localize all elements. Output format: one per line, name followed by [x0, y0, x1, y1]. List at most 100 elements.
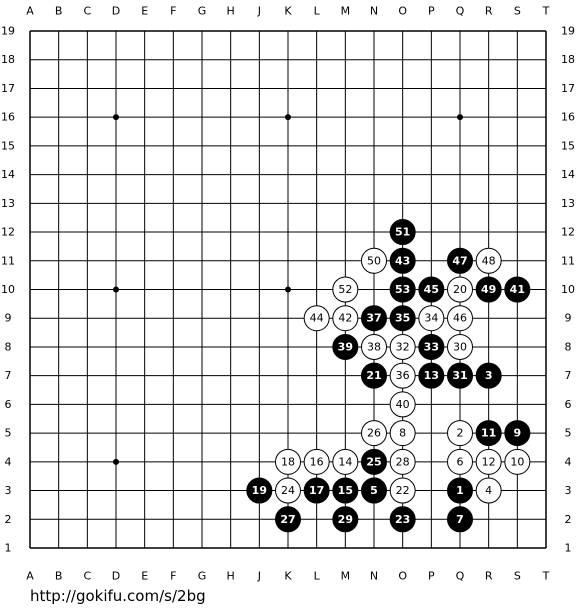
column-label: M — [341, 570, 351, 583]
move-number: 43 — [395, 254, 410, 267]
column-label: E — [141, 5, 148, 18]
move-number: 49 — [481, 283, 496, 296]
stone — [389, 247, 416, 274]
stone — [504, 448, 531, 475]
stone — [303, 305, 330, 332]
move-number: 26 — [367, 427, 381, 440]
stone — [447, 305, 473, 332]
column-label: H — [227, 5, 235, 18]
source-url: http://gokifu.com/s/2bg — [30, 587, 206, 605]
move-number: 18 — [281, 455, 295, 468]
column-label: K — [284, 5, 292, 18]
move-number: 27 — [280, 513, 295, 526]
move-number: 12 — [482, 455, 496, 468]
stone — [361, 333, 387, 360]
row-label: 13 — [561, 197, 575, 210]
move-number: 35 — [395, 312, 410, 325]
stone — [389, 219, 416, 246]
stone — [275, 448, 301, 475]
row-label: 6 — [565, 398, 572, 411]
row-label: 1 — [5, 542, 12, 555]
move-number: 42 — [338, 312, 352, 325]
move-number: 16 — [310, 455, 324, 468]
row-label: 8 — [5, 340, 12, 353]
row-label: 14 — [1, 168, 15, 181]
row-label: 3 — [565, 484, 572, 497]
move-number: 11 — [481, 427, 496, 440]
stone — [275, 477, 301, 504]
move-number: 34 — [424, 312, 438, 325]
row-label: 10 — [1, 283, 15, 296]
move-number: 37 — [366, 312, 381, 325]
move-number: 7 — [456, 513, 464, 526]
row-label: 5 — [5, 427, 12, 440]
row-label: 12 — [561, 226, 575, 239]
row-label: 4 — [5, 455, 12, 468]
row-label: 13 — [1, 197, 15, 210]
stone — [475, 276, 502, 303]
column-label: C — [83, 570, 91, 583]
move-number: 6 — [457, 455, 464, 468]
stone — [475, 247, 502, 274]
move-number: 29 — [338, 513, 353, 526]
column-label: A — [26, 5, 34, 18]
stone — [447, 477, 473, 504]
column-label: C — [83, 5, 91, 18]
row-label: 6 — [5, 398, 12, 411]
move-number: 17 — [309, 484, 324, 497]
column-label: K — [284, 570, 292, 583]
column-label: R — [485, 570, 493, 583]
stone — [332, 333, 359, 360]
star-point — [285, 286, 291, 293]
column-label: F — [170, 5, 176, 18]
move-number: 5 — [370, 484, 378, 497]
stone — [275, 506, 301, 533]
stone — [389, 333, 416, 360]
row-label: 15 — [1, 139, 15, 152]
stone — [361, 247, 387, 274]
column-label: Q — [456, 570, 465, 583]
row-label: 1 — [565, 542, 572, 555]
move-number: 40 — [396, 398, 410, 411]
move-number: 28 — [396, 455, 410, 468]
row-label: 3 — [5, 484, 12, 497]
column-label: B — [55, 570, 63, 583]
row-label: 11 — [1, 254, 15, 267]
move-number: 3 — [485, 369, 493, 382]
move-number: 21 — [366, 369, 381, 382]
move-number: 44 — [310, 312, 324, 325]
row-label: 12 — [1, 226, 15, 239]
column-label: J — [257, 5, 261, 18]
row-label: 9 — [5, 312, 12, 325]
stone — [504, 276, 531, 303]
row-label: 11 — [561, 254, 575, 267]
move-number: 4 — [485, 484, 492, 497]
row-label: 15 — [561, 139, 575, 152]
stone — [418, 305, 445, 332]
stone — [418, 362, 445, 389]
row-label: 17 — [1, 82, 15, 95]
row-label: 4 — [565, 455, 572, 468]
move-number: 38 — [367, 340, 381, 353]
stone — [332, 506, 359, 533]
column-label: Q — [456, 5, 465, 18]
column-label: T — [542, 5, 550, 18]
column-label: G — [198, 5, 207, 18]
row-label: 16 — [1, 111, 15, 124]
stone — [447, 448, 473, 475]
column-label: S — [514, 5, 521, 18]
move-number: 13 — [424, 369, 439, 382]
move-number: 10 — [510, 455, 524, 468]
move-number: 23 — [395, 513, 410, 526]
stone — [246, 477, 273, 504]
row-label: 18 — [1, 53, 15, 66]
column-label: N — [370, 570, 378, 583]
column-label: D — [112, 5, 120, 18]
move-number: 46 — [453, 312, 467, 325]
move-number: 51 — [395, 226, 410, 239]
row-label: 5 — [565, 427, 572, 440]
column-label: O — [398, 570, 407, 583]
stone — [361, 420, 387, 447]
row-label: 16 — [561, 111, 575, 124]
stone — [361, 362, 387, 389]
